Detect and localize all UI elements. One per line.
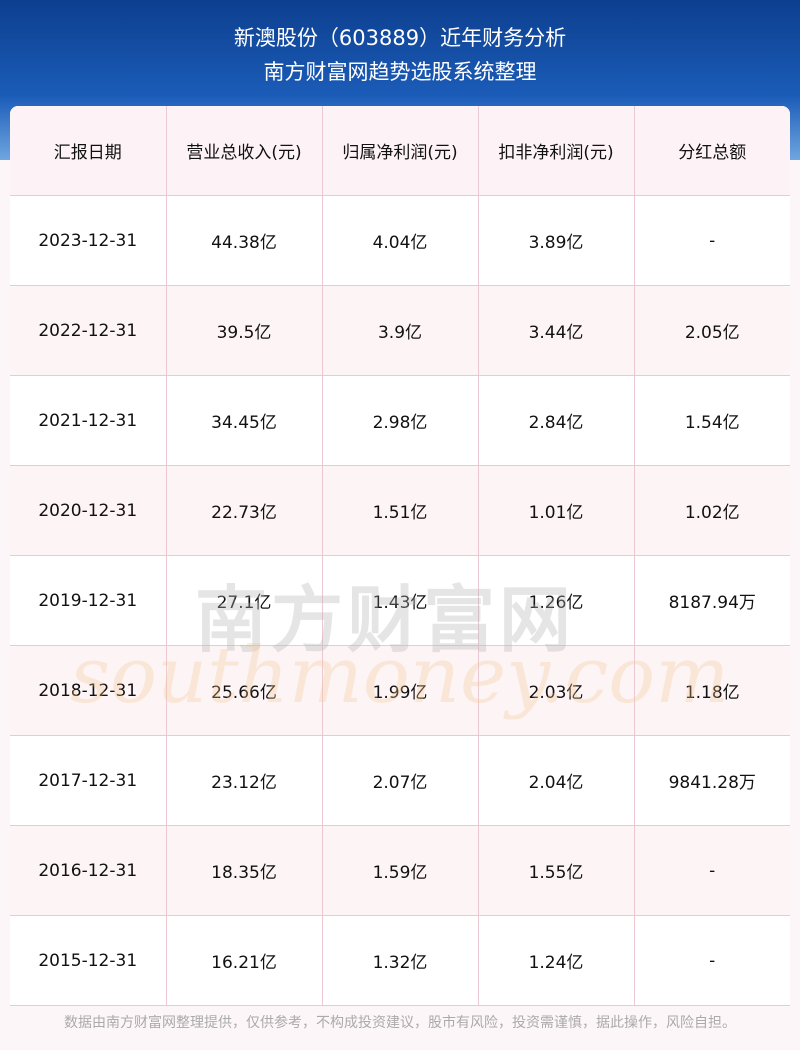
cell: 2017-12-31 xyxy=(10,735,167,826)
column-header: 分红总额 xyxy=(633,106,790,196)
finance-table: 汇报日期 营业总收入(元) 归属净利润(元) 扣非净利润(元) 分红总额 2023-12-… xyxy=(10,106,790,1006)
table-row: 2023-12-31 44.38亿 4.04亿 3.89亿 - xyxy=(10,195,790,286)
title: 新澳股份（603889）近年财务分析 xyxy=(233,26,567,50)
cell: 3.89亿 xyxy=(477,195,635,286)
cell: 2023-12-31 xyxy=(10,195,167,286)
cell: 2.04亿 xyxy=(477,735,635,826)
cell: 2016-12-31 xyxy=(10,825,167,916)
cell: 1.26亿 xyxy=(477,555,635,646)
cell: 27.1亿 xyxy=(165,555,323,646)
cell: 8187.94万 xyxy=(633,555,790,646)
cell: 1.55亿 xyxy=(477,825,635,916)
column-header: 汇报日期 xyxy=(10,106,167,196)
cell: 25.66亿 xyxy=(165,645,323,736)
cell: 1.54亿 xyxy=(633,375,790,466)
cell: 2.05亿 xyxy=(633,285,790,376)
cell: 18.35亿 xyxy=(165,825,323,916)
table-row: 2022-12-31 39.5亿 3.9亿 3.44亿 2.05亿 xyxy=(10,285,790,376)
cell: 2018-12-31 xyxy=(10,645,167,736)
cell: 34.45亿 xyxy=(165,375,323,466)
cell: 9841.28万 xyxy=(633,735,790,826)
cell: 3.9亿 xyxy=(321,285,479,376)
cell: 2.98亿 xyxy=(321,375,479,466)
cell: 2.03亿 xyxy=(477,645,635,736)
cell: 23.12亿 xyxy=(165,735,323,826)
cell: 2022-12-31 xyxy=(10,285,167,376)
table-row: 2016-12-31 18.35亿 1.59亿 1.55亿 - xyxy=(10,825,790,916)
table-row: 2021-12-31 34.45亿 2.98亿 2.84亿 1.54亿 xyxy=(10,375,790,466)
column-header: 扣非净利润(元) xyxy=(477,106,635,196)
cell: 1.02亿 xyxy=(633,465,790,556)
subtitle: 南方财富网趋势选股系统整理 xyxy=(263,60,537,84)
cell: 4.04亿 xyxy=(321,195,479,286)
cell: 3.44亿 xyxy=(477,285,635,376)
cell: 1.01亿 xyxy=(477,465,635,556)
cell: 1.51亿 xyxy=(321,465,479,556)
cell: 2.84亿 xyxy=(477,375,635,466)
column-header: 营业总收入(元) xyxy=(165,106,323,196)
column-header: 归属净利润(元) xyxy=(321,106,479,196)
cell: 16.21亿 xyxy=(165,915,323,1006)
cell: 2019-12-31 xyxy=(10,555,167,646)
cell: 2.07亿 xyxy=(321,735,479,826)
cell: - xyxy=(633,915,790,1006)
cell: - xyxy=(633,195,790,286)
table-row: 2018-12-31 25.66亿 1.99亿 2.03亿 1.18亿 xyxy=(10,645,790,736)
disclaimer: 数据由南方财富网整理提供，仅供参考，不构成投资建议，股市有风险，投资需谨慎，据此… xyxy=(64,1015,736,1031)
table-row: 2020-12-31 22.73亿 1.51亿 1.01亿 1.02亿 xyxy=(10,465,790,556)
cell: 2021-12-31 xyxy=(10,375,167,466)
table-row: 2017-12-31 23.12亿 2.07亿 2.04亿 9841.28万 xyxy=(10,735,790,826)
cell: 1.32亿 xyxy=(321,915,479,1006)
cell: 1.43亿 xyxy=(321,555,479,646)
table-row: 2015-12-31 16.21亿 1.32亿 1.24亿 - xyxy=(10,915,790,1006)
table-card: 汇报日期 营业总收入(元) 归属净利润(元) 扣非净利润(元) 分红总额 2023-12-… xyxy=(10,106,790,1006)
cell: 22.73亿 xyxy=(165,465,323,556)
cell: 1.99亿 xyxy=(321,645,479,736)
cell: 2015-12-31 xyxy=(10,915,167,1006)
table-row: 2019-12-31 27.1亿 1.43亿 1.26亿 8187.94万 xyxy=(10,555,790,646)
cell: 1.18亿 xyxy=(633,645,790,736)
cell: 39.5亿 xyxy=(165,285,323,376)
cell: - xyxy=(633,825,790,916)
cell: 1.24亿 xyxy=(477,915,635,1006)
cell: 1.59亿 xyxy=(321,825,479,916)
cell: 2020-12-31 xyxy=(10,465,167,556)
cell: 44.38亿 xyxy=(165,195,323,286)
